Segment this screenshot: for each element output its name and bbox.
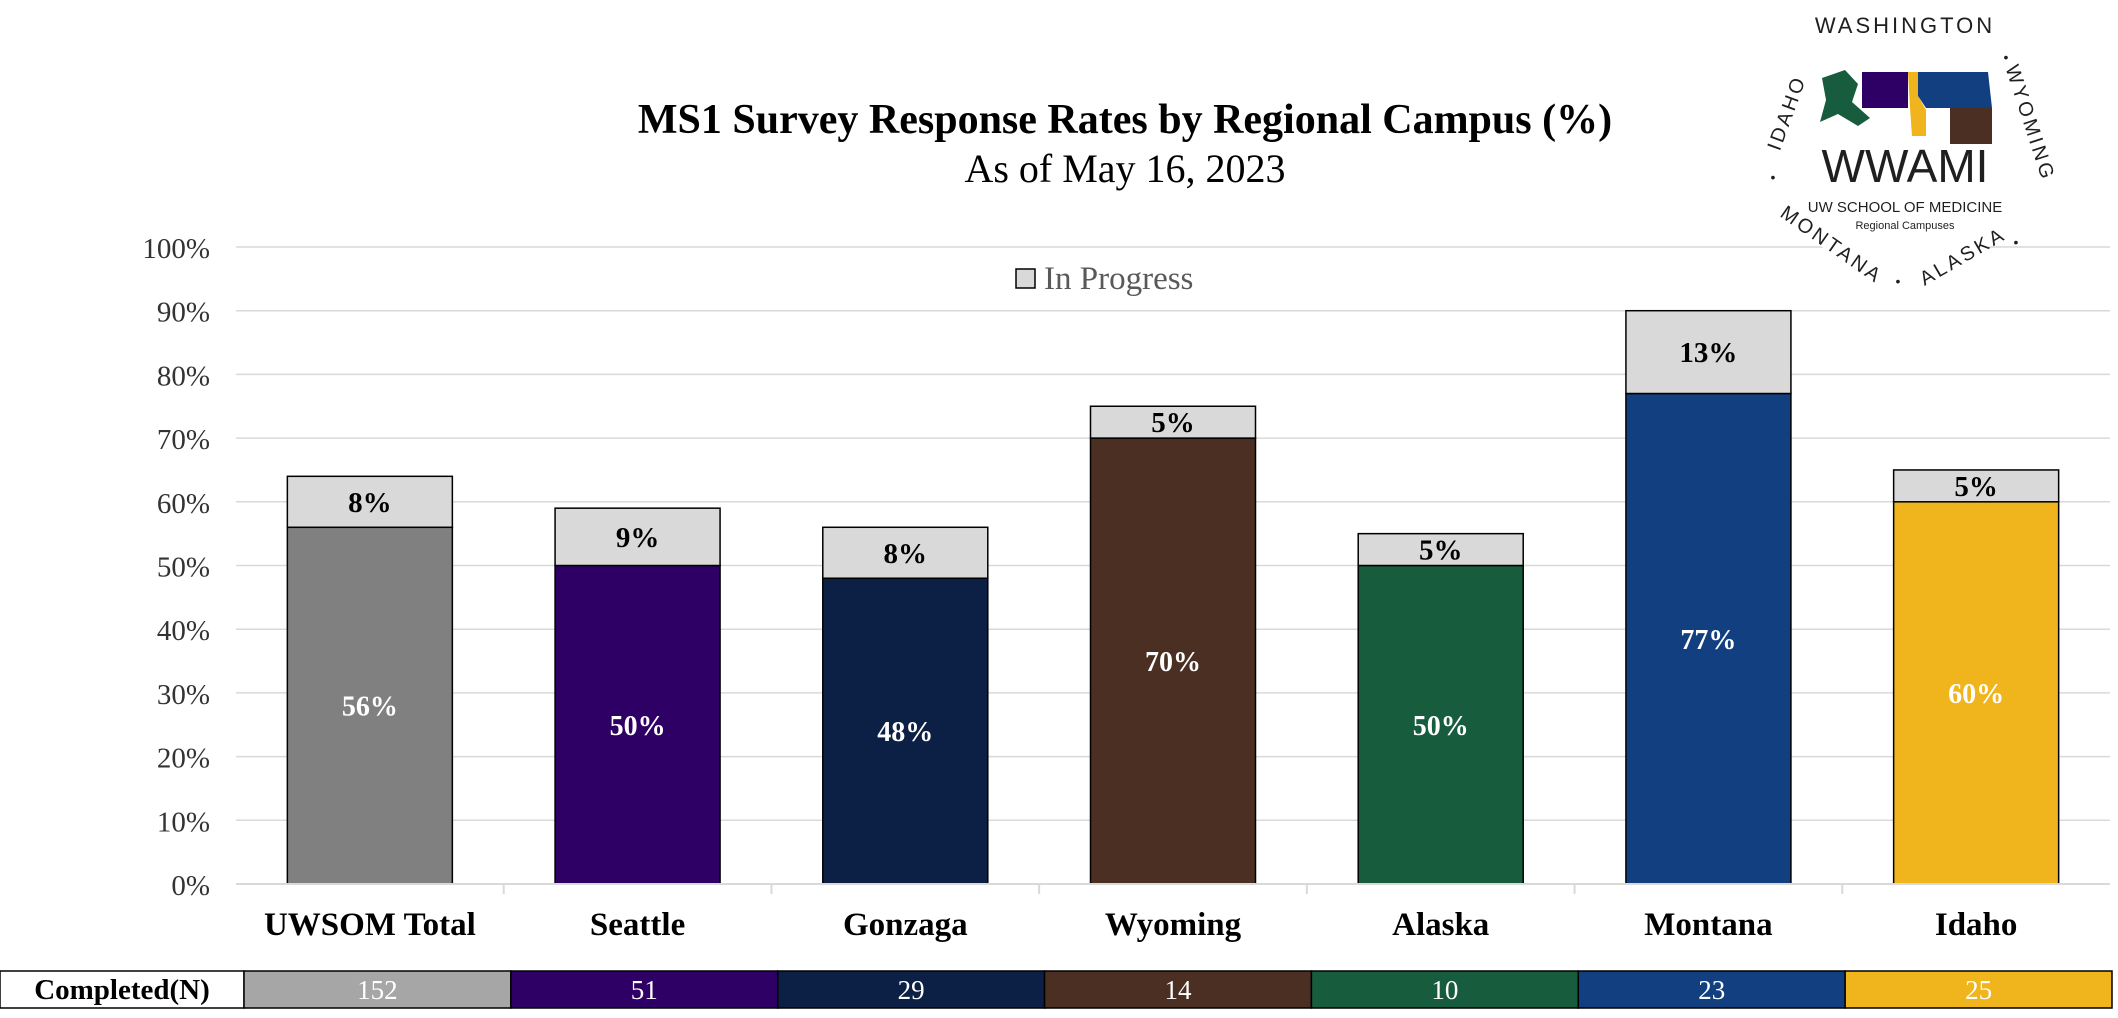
logo-map-montana: [1918, 72, 1992, 108]
bar-in-progress: [1357, 532, 1524, 567]
x-axis: UWSOM Total Seattle Gonzaga Wyoming Alaska Mo…: [236, 883, 2110, 943]
bar-in-progress: [554, 507, 721, 567]
completed-table-value: 51: [631, 975, 658, 1005]
x-category-label: Wyoming: [1105, 907, 1242, 943]
bar-completed: [1357, 564, 1524, 885]
data-label-completed: 77%: [1680, 625, 1736, 656]
logo-map-alaska: [1820, 70, 1870, 126]
logo-map-idaho: [1908, 72, 1926, 136]
completed-table-cell: [1844, 970, 2113, 1009]
data-label-in-progress: 5%: [1954, 471, 1998, 503]
bar-completed: [1089, 437, 1257, 885]
y-tick-label: 60%: [157, 488, 210, 520]
x-category-label: Gonzaga: [843, 907, 968, 943]
bar-in-progress: [1892, 469, 2060, 503]
logo-title: WWAMI: [1822, 140, 1989, 192]
x-category-label: Idaho: [1935, 907, 2018, 943]
y-axis-ticks: 0% 10% 20% 30% 40% 50% 60% 70% 80% 90% 100%: [142, 233, 210, 902]
data-label-completed: 56%: [342, 692, 398, 723]
chart-subtitle: As of May 16, 2023: [964, 146, 1285, 191]
x-category-label: Alaska: [1392, 907, 1489, 943]
legend: In Progress: [1015, 261, 1193, 297]
data-label-in-progress: 9%: [616, 522, 660, 554]
logo-subtitle: UW SCHOOL OF MEDICINE: [1808, 199, 2002, 216]
y-tick-label: 90%: [157, 297, 210, 329]
logo-map-washington: [1862, 72, 1908, 108]
logo-circle: [1769, 3, 2041, 275]
data-label-in-progress: 5%: [1151, 407, 1195, 439]
y-tick-label: 30%: [157, 679, 210, 711]
logo-sep-2: •: [2004, 49, 2009, 65]
legend-label-in-progress: In Progress: [1044, 261, 1193, 297]
completed-table-value: 29: [898, 975, 925, 1005]
logo-ring-washington: WASHINGTON: [1815, 13, 1995, 38]
completed-table: Completed(N) 152 51 29 14 10 23 25: [0, 970, 2113, 1009]
y-tick-label: 50%: [157, 552, 210, 584]
data-label-completed: 60%: [1948, 679, 2004, 710]
x-category-label: UWSOM Total: [264, 907, 476, 943]
x-category-label: Seattle: [590, 907, 685, 943]
completed-table-cell: [510, 970, 779, 1009]
logo-map-wyoming: [1950, 108, 1992, 144]
logo-sep-4: •: [2014, 234, 2019, 250]
bar-in-progress: [1089, 405, 1257, 439]
data-label-in-progress: 5%: [1419, 535, 1463, 567]
y-tick-label: 20%: [157, 743, 210, 775]
completed-table-value: 14: [1165, 975, 1193, 1005]
logo-sep-1: •: [1771, 169, 1776, 185]
y-tick-label: 80%: [157, 360, 210, 392]
completed-table-cell: [243, 970, 512, 1009]
data-label-completed: 50%: [610, 711, 666, 742]
legend-swatch-in-progress: [1015, 268, 1036, 289]
completed-table-value: 25: [1965, 975, 1992, 1005]
y-tick-label: 0%: [171, 870, 210, 902]
y-tick-label: 10%: [157, 806, 210, 838]
y-tick-label: 40%: [157, 615, 210, 647]
data-label-in-progress: 8%: [348, 487, 392, 519]
completed-table-cell: [1577, 970, 1846, 1009]
chart-title: MS1 Survey Response Rates by Regional Ca…: [638, 97, 1612, 143]
data-label-completed: 48%: [877, 717, 933, 748]
logo-sep-3: •: [1896, 273, 1901, 289]
data-label-completed: 70%: [1145, 647, 1201, 678]
completed-table-header: Completed(N): [34, 974, 210, 1006]
completed-table-value: 152: [357, 975, 398, 1005]
y-tick-label: 100%: [142, 233, 210, 265]
bar-completed: [286, 526, 454, 885]
data-label-in-progress: 8%: [884, 538, 928, 570]
bar-completed: [554, 564, 721, 885]
data-label-completed: 50%: [1413, 711, 1469, 742]
bar-in-progress: [1625, 309, 1792, 395]
logo-subtitle-2: Regional Campuses: [1855, 220, 1955, 232]
completed-table-header-cell: [0, 970, 245, 1009]
y-tick-label: 70%: [157, 424, 210, 456]
bars: 56% 8% 50% 9% 48% 8% 70% 5% 50% 5% 77% 13% 60% 5%: [286, 309, 2060, 885]
bar-in-progress: [822, 526, 989, 579]
bar-in-progress: [286, 475, 454, 529]
bar-completed: [1892, 501, 2060, 885]
x-category-label: Montana: [1644, 907, 1772, 943]
bar-completed: [822, 577, 989, 885]
bar-completed: [1625, 392, 1792, 885]
completed-table-value: 23: [1698, 975, 1725, 1005]
data-label-in-progress: 13%: [1679, 337, 1737, 369]
completed-table-cell: [1043, 970, 1313, 1009]
completed-table-value: 10: [1431, 975, 1458, 1005]
completed-table-cell: [1310, 970, 1580, 1009]
